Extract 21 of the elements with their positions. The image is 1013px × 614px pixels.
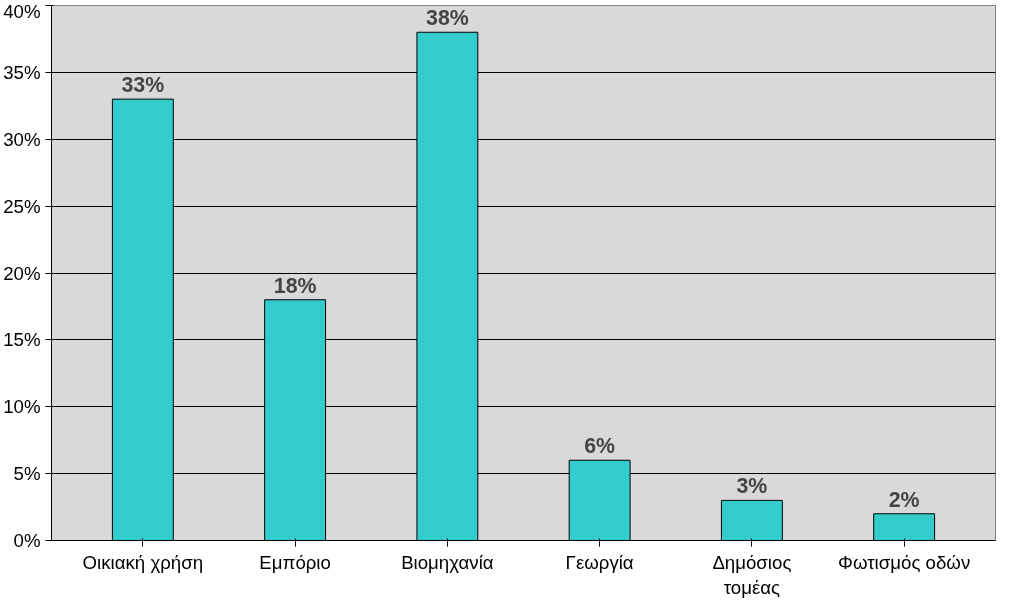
y-tick-label: 30% xyxy=(3,128,41,150)
x-tick-label: Γεωργία xyxy=(565,551,634,573)
x-tick-label: Εμπόριο xyxy=(259,551,331,573)
y-tick-label: 20% xyxy=(3,262,41,284)
data-label: 18% xyxy=(273,273,317,298)
y-tick-label: 35% xyxy=(3,61,41,83)
data-label: 38% xyxy=(426,6,469,31)
data-label: 33% xyxy=(121,73,165,98)
x-tick-label: Οικιακή χρήση xyxy=(82,551,204,573)
y-tick-label: 15% xyxy=(3,329,41,351)
y-tick-label: 40% xyxy=(3,0,41,22)
y-tick-label: 0% xyxy=(13,530,41,551)
x-tick-label: Φωτισμός οδών xyxy=(838,551,971,573)
data-label: 3% xyxy=(736,474,768,499)
y-tick-label: 25% xyxy=(3,195,41,217)
x-tick-label: Δημόσιος τομέας xyxy=(712,551,792,598)
data-label: 6% xyxy=(584,434,616,459)
y-tick-label: 5% xyxy=(13,463,41,485)
x-tick-label: Βιομηχανία xyxy=(401,551,494,573)
data-label: 2% xyxy=(888,487,920,512)
y-tick-label: 10% xyxy=(3,396,41,418)
